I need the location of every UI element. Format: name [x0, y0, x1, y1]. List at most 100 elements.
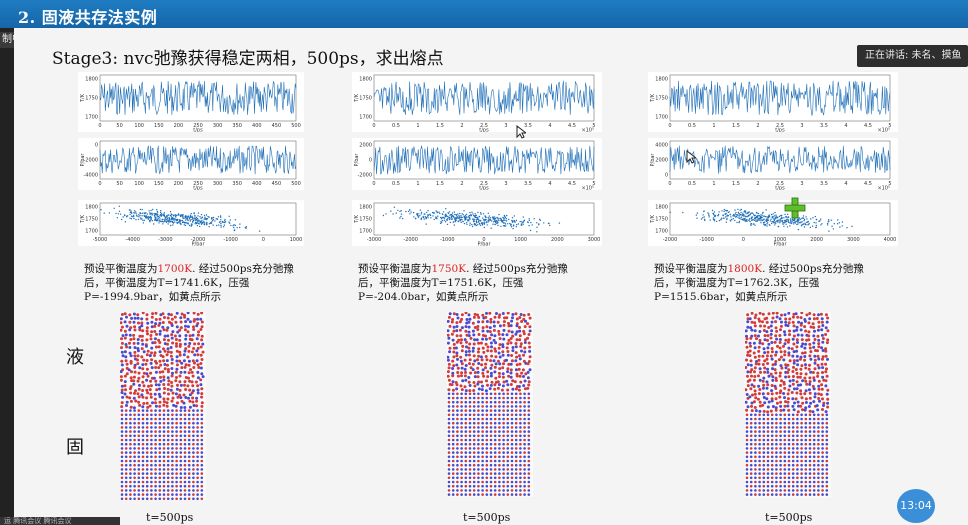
scatter-point — [732, 215, 734, 217]
scatter-point — [515, 219, 518, 222]
scatter-point — [175, 219, 177, 222]
y-tick-label: -4000 — [83, 173, 98, 179]
scatter-point — [756, 220, 758, 222]
scatter-point — [729, 219, 731, 221]
scatter-point — [718, 219, 721, 222]
scatter-point — [451, 214, 454, 216]
scatter-point — [405, 210, 407, 213]
scatter-point — [522, 222, 524, 224]
scatter-point — [192, 219, 195, 221]
x-tick-label: 200 — [174, 123, 184, 129]
y-tick-label: 0 — [95, 143, 98, 149]
x-tick-label: 0 — [742, 237, 745, 243]
scatter-point — [739, 209, 741, 211]
scatter-point — [803, 220, 805, 222]
scatter-point — [777, 225, 780, 228]
scatter-point — [494, 217, 496, 220]
x-tick-label: 2000 — [810, 237, 823, 243]
scatter-point — [512, 227, 514, 230]
scatter-point — [516, 224, 518, 226]
scatter-point — [762, 221, 765, 224]
scatter-point — [734, 219, 736, 222]
scatter-point — [775, 222, 777, 224]
scatter-point — [487, 217, 489, 219]
scatter-point — [510, 223, 512, 225]
scatter-point — [539, 219, 541, 222]
scatter-point — [452, 221, 455, 223]
y-tick-label: 1750 — [359, 217, 372, 223]
scatter-point — [778, 219, 780, 221]
scatter-point — [723, 208, 725, 211]
caption-target-temp: 1800K — [727, 263, 763, 275]
scatter-point — [164, 217, 166, 219]
scatter-point — [200, 213, 203, 216]
scatter-point — [696, 217, 698, 219]
scatter-point — [168, 219, 170, 221]
scatter-point — [502, 222, 505, 224]
solid-label: 固 — [66, 437, 84, 458]
scatter-point — [182, 214, 184, 216]
scatter-point — [166, 218, 169, 220]
scatter-point — [138, 216, 140, 218]
x-tick-label: 1000 — [774, 237, 787, 243]
scatter-point — [465, 222, 468, 224]
scatter-point — [446, 219, 448, 221]
x-tick-label: 50 — [116, 181, 122, 187]
scatter-point — [181, 214, 183, 216]
meeting-timer[interactable]: 13:04 — [897, 489, 935, 523]
scatter-point — [528, 219, 530, 222]
x-tick-label: -3000 — [158, 237, 173, 243]
scatter-point — [774, 221, 776, 223]
scatter-point — [150, 209, 152, 212]
scatter-point — [717, 213, 720, 216]
scatter-point — [194, 215, 196, 217]
scatter-point — [469, 211, 471, 214]
scatter-point — [747, 215, 750, 217]
x-tick-label: 2 — [756, 181, 759, 187]
y-tick-label: 1700 — [85, 229, 98, 235]
scatter-point — [488, 215, 490, 217]
scatter-point — [830, 219, 832, 221]
x-tick-label: 0 — [98, 181, 101, 187]
scatter-point — [758, 217, 760, 220]
scatter-point — [130, 218, 133, 220]
scatter-point — [156, 209, 158, 211]
scatter-point — [801, 221, 803, 223]
scatter-point — [776, 220, 778, 222]
scatter-point — [747, 212, 749, 214]
scatter-point — [151, 220, 153, 222]
scatter-point — [129, 211, 132, 214]
scatter-point — [820, 224, 822, 226]
x-axis-label: t/ps — [193, 186, 203, 191]
scatter-point — [498, 213, 500, 216]
scatter-point — [236, 227, 238, 229]
scatter-point — [164, 219, 166, 221]
left-strip — [0, 28, 14, 525]
series-line — [669, 145, 891, 174]
scatter-point — [139, 212, 141, 214]
x-tick-label: 200 — [174, 181, 184, 187]
scatter-point — [203, 222, 206, 224]
scatter-point — [826, 222, 829, 225]
scatter-point — [399, 217, 401, 219]
x-tick-label: 350 — [232, 181, 242, 187]
scatter-point — [506, 214, 508, 217]
scatter-point — [163, 221, 165, 223]
scatter-point — [214, 220, 216, 222]
scatter-point — [382, 214, 385, 217]
scatter-point — [746, 219, 748, 221]
scatter-point — [737, 208, 739, 211]
scatter-point — [494, 220, 496, 222]
scatter-point — [432, 215, 434, 217]
scatter-point — [803, 218, 806, 221]
scatter-point — [210, 217, 213, 219]
scatter-point — [505, 225, 507, 227]
scatter-point — [149, 216, 152, 218]
scatter-point — [198, 219, 200, 221]
scatter-point — [713, 220, 716, 222]
scatter-point — [189, 216, 191, 218]
scatter-point — [193, 212, 195, 215]
scatter-point — [708, 216, 710, 218]
scatter-point — [802, 215, 805, 217]
scatter-point — [156, 216, 158, 218]
